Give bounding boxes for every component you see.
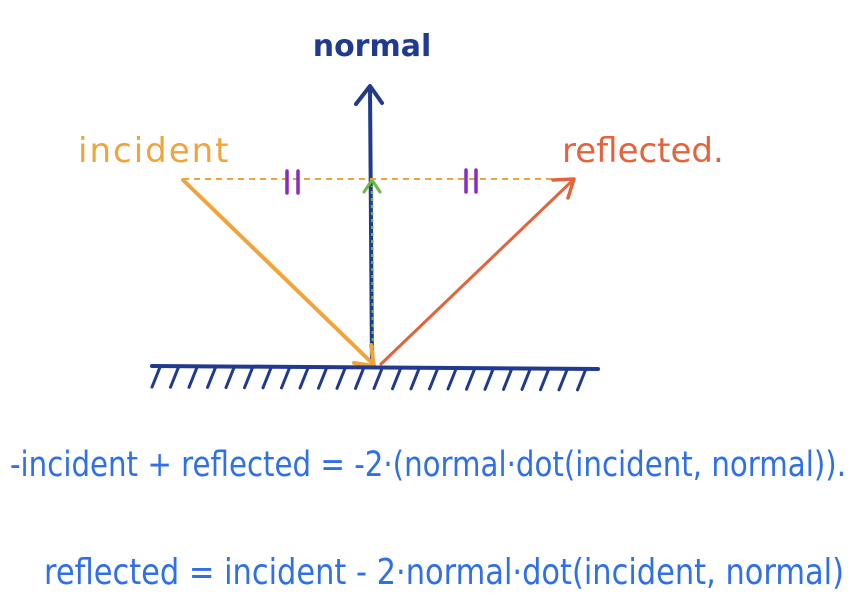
- reflected-label: reflected.: [562, 131, 724, 171]
- surface-hatch-mark: [391, 367, 402, 391]
- surface-hatch-mark: [428, 367, 439, 391]
- normal-label: normal: [313, 29, 432, 64]
- surface-hatch-mark: [243, 366, 254, 390]
- incident-vector: [181, 178, 376, 368]
- surface-hatch-mark: [520, 368, 532, 391]
- surface-hatch-mark: [280, 366, 291, 390]
- surface-hatch-mark: [261, 366, 273, 390]
- surface-hatch-mark: [446, 367, 458, 391]
- surface-hatch-mark: [169, 365, 180, 389]
- surface-hatch-mark: [206, 365, 217, 389]
- surface-hatch-mark: [539, 368, 550, 392]
- incident-label: incident: [78, 131, 231, 171]
- surface-hatch-mark: [224, 366, 236, 390]
- surface-hatch-mark: [187, 365, 199, 389]
- surface-hatch-mark: [335, 366, 347, 390]
- reflecting-surface: [150, 364, 600, 392]
- surface-hatch-mark: [354, 366, 365, 390]
- surface-hatch-mark: [298, 366, 310, 390]
- surface-hatch-mark: [576, 368, 587, 392]
- surface-hatch-mark: [317, 366, 328, 390]
- surface-hatch-mark: [502, 367, 513, 391]
- surface-hatch-mark: [557, 368, 569, 392]
- normal-vector: [354, 84, 384, 367]
- equation-line-1: -incident + reflected = -2·(normal·dot(i…: [10, 445, 846, 485]
- reflected-vector: [379, 177, 576, 366]
- surface-hatch-mark: [150, 365, 162, 389]
- surface-hatch-mark: [465, 367, 476, 391]
- surface-hatch-mark: [372, 367, 384, 390]
- equal-length-mark-left: [285, 169, 300, 195]
- surface-hatch-mark: [409, 367, 421, 391]
- equation-line-2: reflected = incident - 2·normal·dot(inci…: [44, 552, 844, 593]
- surface-hatch-mark: [483, 367, 495, 391]
- equal-length-mark-right: [464, 168, 478, 194]
